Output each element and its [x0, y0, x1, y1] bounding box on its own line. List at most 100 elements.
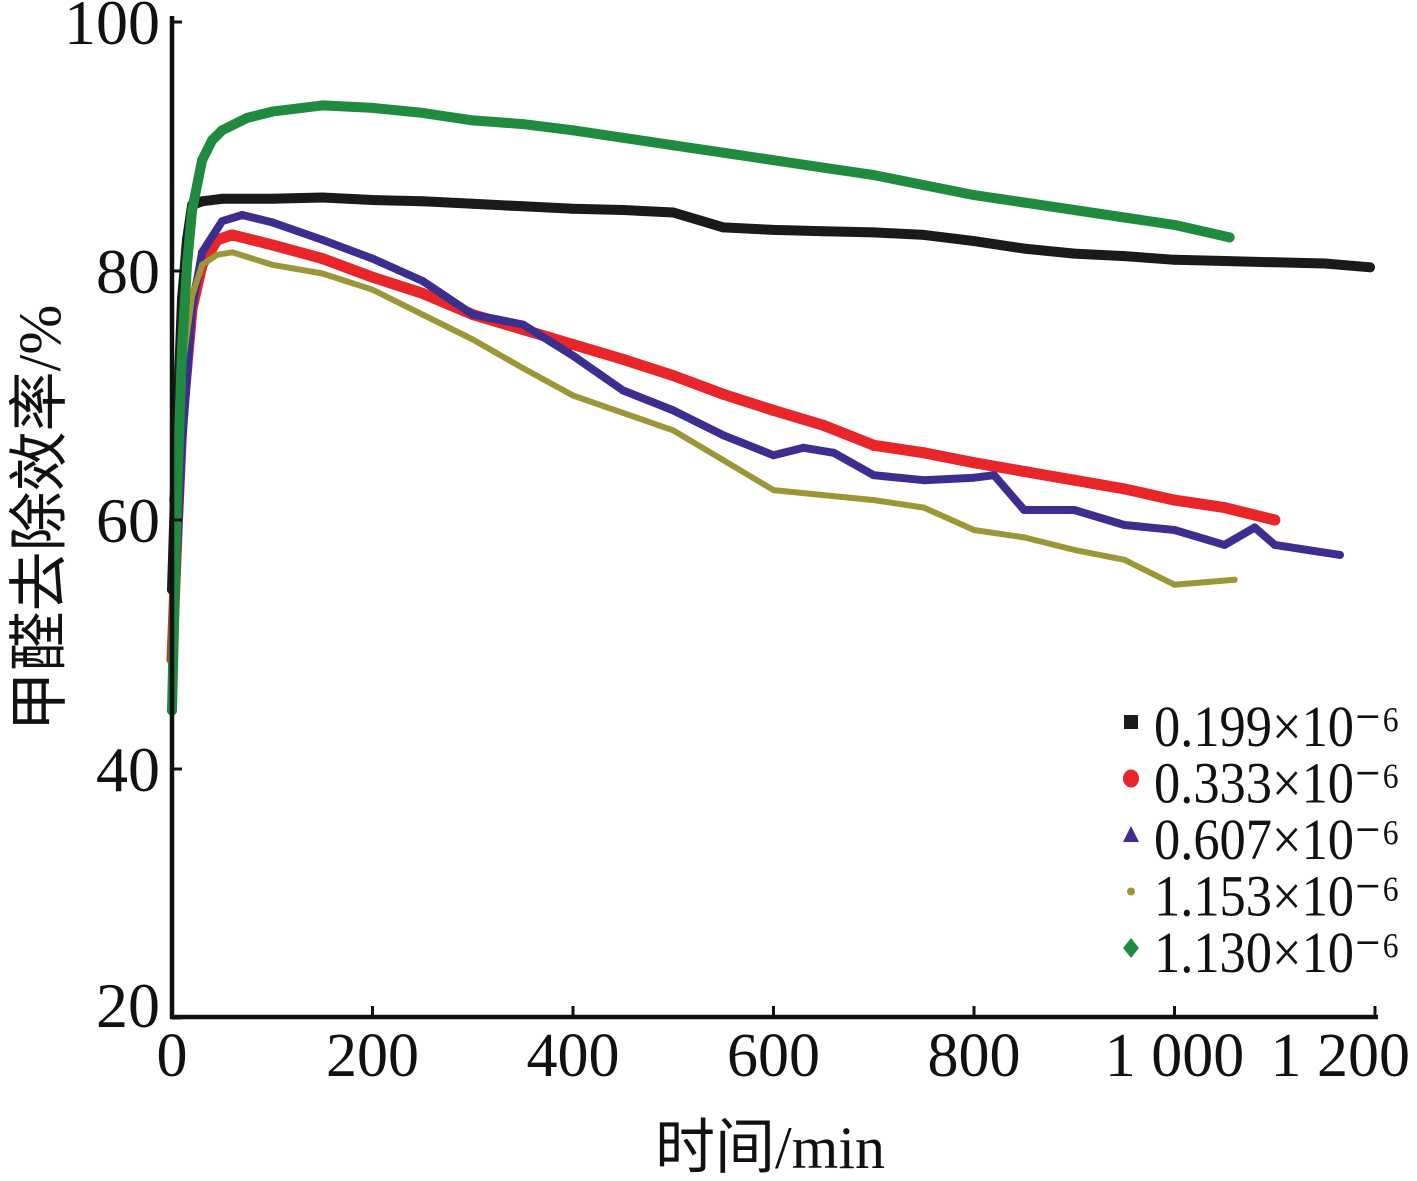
data-point: [971, 527, 977, 533]
data-point: [919, 476, 928, 485]
data-point: [869, 471, 878, 480]
data-point: [1069, 205, 1080, 215]
series-circle: [166, 229, 1281, 665]
data-point: [418, 277, 427, 285]
y-tick-label: 100: [64, 0, 160, 58]
data-point: [568, 203, 578, 214]
data-point: [369, 286, 376, 293]
data-point: [218, 217, 227, 226]
data-point: [1219, 256, 1230, 266]
y-tick-label: 40: [96, 734, 160, 805]
data-point: [1220, 540, 1229, 549]
data-point: [918, 180, 929, 191]
data-point: [517, 201, 528, 212]
data-point: [214, 251, 221, 258]
data-point: [799, 443, 808, 452]
data-point: [1170, 526, 1179, 534]
x-tick-label: 0: [157, 1022, 188, 1090]
data-point: [189, 292, 196, 299]
data-point: [1018, 465, 1030, 477]
data-point: [217, 193, 228, 204]
data-point: [619, 386, 628, 395]
y-tick-label: 20: [96, 970, 160, 1041]
data-point: [1250, 523, 1259, 532]
series-layer: [166, 100, 1375, 716]
data-point: [1224, 232, 1235, 243]
data-point: [187, 205, 198, 215]
data-point: [182, 259, 192, 270]
data-point: [469, 336, 476, 343]
data-point: [818, 162, 829, 173]
data-point: [768, 155, 779, 166]
data-point: [1071, 546, 1078, 553]
data-point: [720, 457, 727, 464]
x-tick-label: 400: [527, 1022, 620, 1090]
legend-square-marker-icon: [1124, 715, 1138, 729]
data-point: [1120, 521, 1129, 529]
data-point: [818, 419, 830, 431]
data-point: [768, 404, 779, 416]
data-point: [968, 457, 980, 469]
data-point: [197, 155, 208, 166]
data-point: [1169, 219, 1180, 230]
data-point: [367, 102, 378, 113]
data-point: [1021, 534, 1028, 541]
data-point: [1270, 540, 1279, 549]
y-tick-label: 80: [96, 236, 160, 307]
data-point: [1020, 506, 1029, 514]
legend-item: 0.199×10⁻⁶: [1124, 694, 1400, 759]
y-axis-title: 甲醛去除效率/%: [7, 305, 73, 732]
data-point: [670, 427, 677, 434]
data-point: [1201, 579, 1208, 586]
legend-circle-marker-icon: [1123, 769, 1139, 788]
data-point: [417, 196, 428, 207]
data-point: [1269, 514, 1281, 526]
data-point: [1019, 243, 1030, 254]
legend-item: 0.607×10⁻⁶: [1123, 807, 1400, 872]
data-point: [818, 226, 829, 237]
data-point: [1335, 550, 1344, 559]
data-point: [1231, 576, 1238, 583]
data-point: [768, 224, 779, 235]
data-point: [367, 195, 378, 205]
legend-label: 0.333×10⁻⁶: [1154, 751, 1400, 816]
data-point: [669, 406, 678, 415]
data-point: [617, 353, 629, 365]
data-point: [868, 439, 880, 451]
data-point: [718, 222, 729, 233]
series-dot: [169, 249, 1238, 588]
data-point: [518, 320, 527, 329]
data-point: [467, 198, 478, 209]
series-triangle: [168, 211, 1344, 686]
data-point: [868, 227, 879, 238]
data-point: [1019, 197, 1030, 208]
data-point: [417, 107, 428, 118]
data-point: [970, 473, 978, 482]
data-point: [242, 112, 253, 123]
x-tick-label: 1 000: [1105, 1022, 1245, 1090]
x-axis-ticks: 0 200 400 600 800 1 000 1 200: [157, 1006, 1410, 1090]
data-point: [317, 100, 328, 111]
legend-item: 1.130×10⁻⁶: [1123, 920, 1400, 985]
data-point: [1068, 474, 1080, 486]
x-tick-label: 600: [727, 1022, 820, 1090]
data-point: [417, 287, 429, 299]
data-point: [367, 271, 378, 283]
x-axis-title: 时间/min: [655, 1115, 885, 1181]
data-point: [668, 140, 679, 151]
data-point: [969, 190, 979, 201]
data-point: [668, 207, 679, 218]
data-point: [419, 311, 426, 318]
data-point: [667, 370, 679, 382]
data-point: [199, 261, 206, 268]
data-point: [1219, 502, 1231, 514]
data-point: [1119, 251, 1130, 262]
axes: 20 40 60 80 100 0 200 400 600 800 1 000 1 200: [64, 0, 1410, 1090]
data-point: [990, 471, 999, 480]
data-point: [719, 431, 728, 440]
data-point: [268, 218, 277, 227]
data-point: [770, 487, 777, 494]
data-point: [620, 409, 627, 416]
series-line: [169, 249, 1238, 588]
